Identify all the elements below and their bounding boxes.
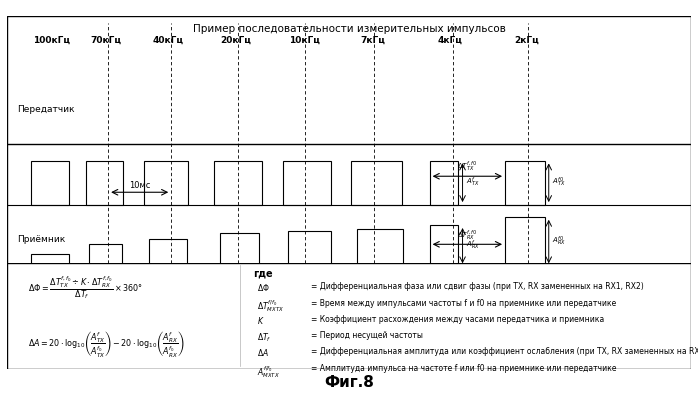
Bar [505, 217, 544, 266]
Bar [149, 239, 187, 266]
Text: Фиг.8: Фиг.8 [324, 375, 374, 390]
Bar [31, 160, 68, 205]
Text: $\Delta T^{f,f0}_{RX}$: $\Delta T^{f,f0}_{RX}$ [457, 228, 477, 242]
Text: = Время между импульсами частоты f и f0 на приемнике или передатчике: = Время между импульсами частоты f и f0 … [311, 298, 616, 307]
Bar [214, 160, 262, 205]
Text: 100кГц: 100кГц [33, 35, 70, 44]
Text: $A^{f0}_{TX}$: $A^{f0}_{TX}$ [552, 176, 566, 190]
Bar [357, 230, 403, 266]
Text: = Дифференциальная амплитуда или коэффициент ослабления (при TX, RX замененных н: = Дифференциальная амплитуда или коэффиц… [311, 347, 698, 356]
Bar [144, 160, 188, 205]
Text: = Коэффициент расхождения между часами передатчика и приемника: = Коэффициент расхождения между часами п… [311, 315, 604, 324]
Text: 40кГц: 40кГц [152, 35, 184, 44]
Bar [430, 225, 459, 266]
Text: Приёмник: Приёмник [17, 235, 66, 244]
Text: 70кГц: 70кГц [91, 35, 121, 44]
Text: 20кГц: 20кГц [221, 35, 251, 44]
Text: Пример последовательности измерительных импульсов: Пример последовательности измерительных … [193, 24, 505, 34]
Text: $\Delta A = 20 \cdot \log_{10}\!\left(\dfrac{A^{f}_{TX}}{A^{f_0}_{TX}}\right) - : $\Delta A = 20 \cdot \log_{10}\!\left(\d… [27, 328, 184, 358]
Text: $\Delta T_f$: $\Delta T_f$ [257, 331, 271, 344]
Text: $K$: $K$ [257, 315, 264, 326]
Bar [283, 160, 331, 205]
Text: 7кГц: 7кГц [360, 35, 385, 44]
Text: Передатчик: Передатчик [17, 105, 75, 114]
Text: $\Delta T^{f/f_0}_{МХ ТХ}$: $\Delta T^{f/f_0}_{МХ ТХ}$ [257, 298, 284, 314]
Bar [86, 160, 124, 205]
Text: $A^{f0}_{RX}$: $A^{f0}_{RX}$ [552, 235, 566, 248]
Bar [220, 233, 260, 266]
Text: $\Delta A$: $\Delta A$ [257, 347, 269, 358]
Text: 10кГц: 10кГц [289, 35, 320, 44]
Text: $A^f_{TX}$: $A^f_{TX}$ [466, 176, 480, 190]
Text: = Период несущей частоты: = Период несущей частоты [311, 331, 423, 340]
Bar [288, 231, 331, 266]
Text: 2кГц: 2кГц [514, 35, 540, 44]
Text: $A^{f/f_0}_{МХ ТХ}$: $A^{f/f_0}_{МХ ТХ}$ [257, 364, 280, 379]
Text: где: где [253, 269, 273, 279]
Text: 10мс: 10мс [129, 181, 150, 190]
Text: 4кГц: 4кГц [438, 35, 463, 44]
Text: $\Delta\Phi$: $\Delta\Phi$ [257, 282, 269, 293]
Bar [430, 160, 459, 205]
Text: $\Delta\Phi = \dfrac{\Delta T^{f,f_0}_{TX} \div K \cdot \Delta T^{f,f_0}_{RX}}{\: $\Delta\Phi = \dfrac{\Delta T^{f,f_0}_{T… [27, 274, 142, 301]
Text: = Дифференциальная фаза или сдвиг фазы (при TX, RX замененных на RX1, RX2): = Дифференциальная фаза или сдвиг фазы (… [311, 282, 644, 291]
Bar [505, 160, 544, 205]
Text: $\Delta T^{f,f0}_{TX}$: $\Delta T^{f,f0}_{TX}$ [457, 160, 477, 173]
Bar [31, 254, 68, 266]
Bar [351, 160, 402, 205]
Bar [89, 244, 122, 266]
Text: $A^f_{RX}$: $A^f_{RX}$ [466, 239, 480, 252]
Text: = Амплитуда импульса на частоте f или f0 на приемнике или передатчике: = Амплитуда импульса на частоте f или f0… [311, 364, 617, 373]
